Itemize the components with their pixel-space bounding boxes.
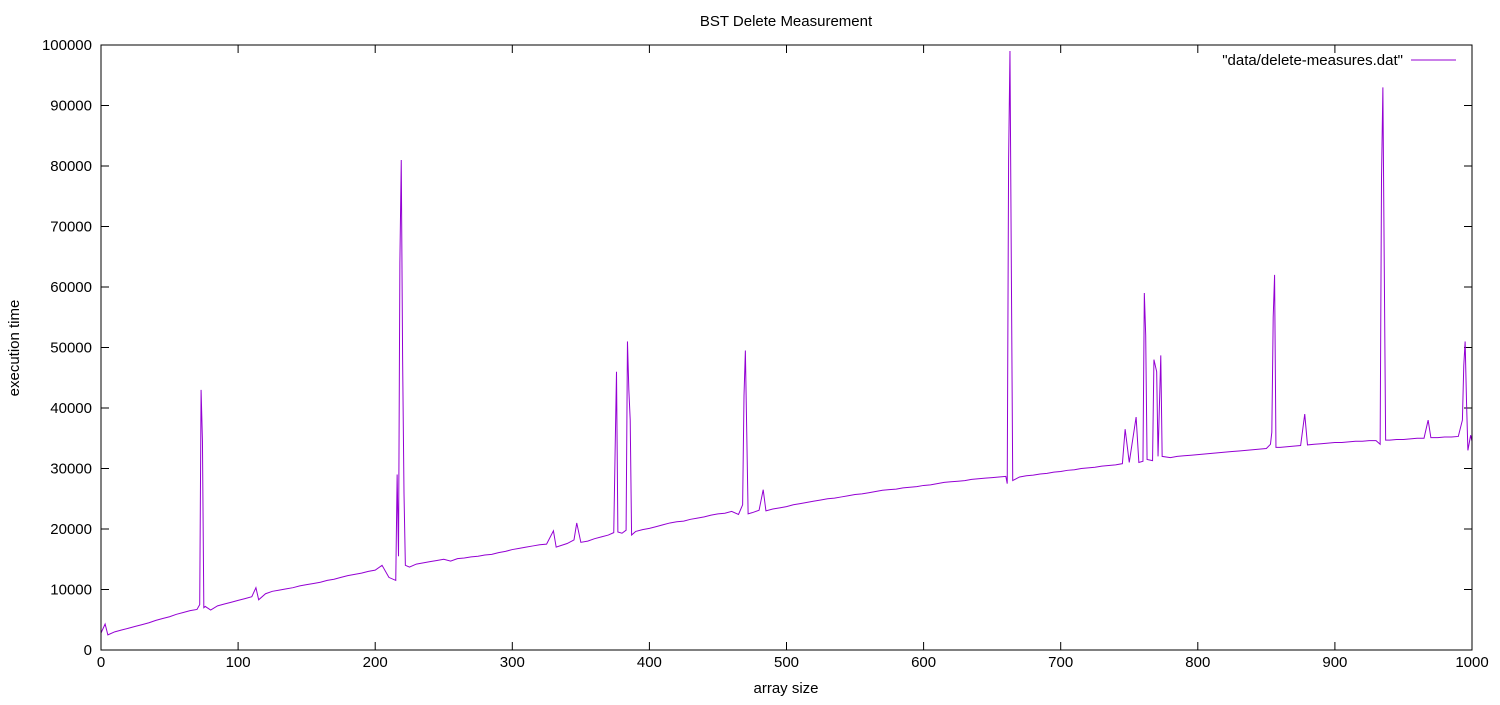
y-tick-label: 30000	[50, 461, 92, 478]
y-tick-label: 20000	[50, 521, 92, 538]
y-axis-label: execution time	[6, 300, 23, 397]
series-layer	[100, 51, 1473, 636]
x-axis-label: array size	[753, 680, 818, 697]
chart-title: BST Delete Measurement	[700, 13, 873, 30]
x-tick-label: 400	[637, 654, 662, 671]
x-tick-label: 100	[226, 654, 251, 671]
legend-entry-label: "data/delete-measures.dat"	[1222, 52, 1403, 69]
x-tick-label: 800	[1185, 654, 1210, 671]
x-tick-label: 900	[1322, 654, 1347, 671]
x-tick-label: 500	[774, 654, 799, 671]
y-tick-label: 40000	[50, 400, 92, 417]
y-tick-label: 0	[84, 642, 92, 659]
y-tick-label: 90000	[50, 98, 92, 115]
x-tick-label: 1000	[1455, 654, 1488, 671]
y-tick-label: 100000	[42, 37, 92, 54]
x-tick-label: 0	[97, 654, 105, 671]
plot-frame	[100, 44, 1473, 651]
x-tick-label: 200	[363, 654, 388, 671]
x-tick-label: 700	[1048, 654, 1073, 671]
legend: "data/delete-measures.dat"	[1222, 52, 1456, 69]
axis-ticks: 0 100 200 300 400 500 600 700 800 900 100001000020…	[42, 37, 1489, 671]
y-tick-label: 80000	[50, 158, 92, 175]
series-line-0	[100, 51, 1473, 636]
y-tick-label: 70000	[50, 219, 92, 236]
y-tick-label: 50000	[50, 340, 92, 357]
y-tick-label: 60000	[50, 279, 92, 296]
x-tick-label: 300	[500, 654, 525, 671]
y-tick-label: 10000	[50, 582, 92, 599]
x-tick-label: 600	[911, 654, 936, 671]
